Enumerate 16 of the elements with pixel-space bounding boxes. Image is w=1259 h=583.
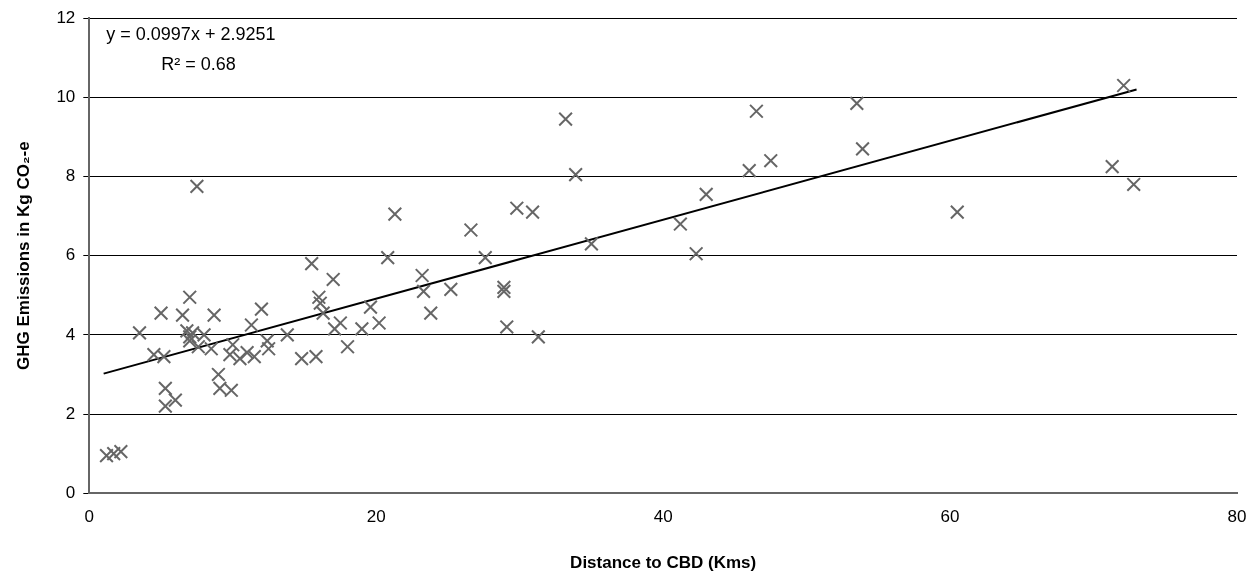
x-tick-label: 80 — [1227, 507, 1247, 527]
x-tick-label: 0 — [84, 507, 95, 527]
y-tick-label: 12 — [56, 7, 76, 27]
y-tick-label: 2 — [65, 403, 76, 423]
x-tick-label: 20 — [366, 507, 386, 527]
y-axis-title: GHG Emissions in Kg CO₂-e — [13, 141, 33, 370]
y-tick-label: 10 — [56, 87, 76, 107]
x-tick-label: 40 — [653, 507, 673, 527]
x-axis-title: Distance to CBD (Kms) — [570, 553, 757, 573]
y-tick-label: 4 — [65, 324, 76, 344]
annotation: R² = 0.68 — [161, 54, 236, 75]
y-tick-label: 6 — [65, 245, 76, 265]
annotation: y = 0.0997x + 2.9251 — [106, 24, 276, 45]
x-tick-label: 60 — [940, 507, 960, 527]
y-tick-label: 8 — [65, 166, 76, 186]
y-tick-label: 0 — [65, 482, 76, 502]
